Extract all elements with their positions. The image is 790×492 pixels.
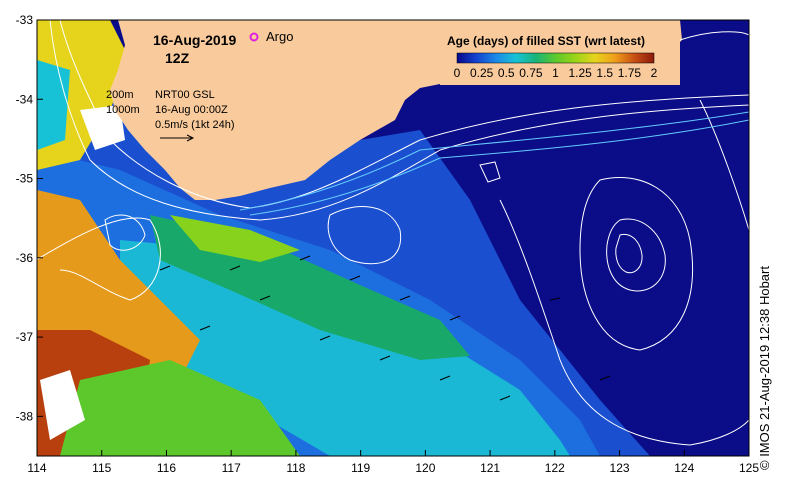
current-streamlines bbox=[239, 111, 749, 216]
contour-200m-label: 200m bbox=[106, 89, 134, 101]
contour-1000m-label: 1000m bbox=[106, 104, 140, 116]
y-tick-label: -34 bbox=[16, 92, 34, 106]
colorbar-tick-label: 1 bbox=[552, 66, 559, 80]
scale-arrow-head-icon bbox=[186, 134, 195, 142]
x-tick-label: 119 bbox=[351, 461, 370, 475]
y-tick-label: -37 bbox=[16, 330, 34, 344]
current-model-label: NRT00 GSL bbox=[155, 89, 215, 101]
colorbar-tick-label: 0.5 bbox=[498, 66, 515, 80]
colorbar-tick-label: 1.75 bbox=[618, 66, 642, 80]
date-label: 16-Aug-2019 bbox=[153, 32, 236, 48]
y-tick-label: -33 bbox=[16, 13, 34, 27]
x-tick-label: 122 bbox=[545, 461, 565, 475]
argo-label: Argo bbox=[266, 29, 293, 44]
colorbar-tick-label: 0.25 bbox=[470, 66, 494, 80]
x-tick-label: 123 bbox=[610, 461, 630, 475]
colorbar-tick-label: 1.25 bbox=[568, 66, 592, 80]
y-tick-label: -36 bbox=[16, 251, 34, 265]
coastal-green-patch bbox=[60, 360, 300, 456]
x-tick-label: 114 bbox=[27, 461, 46, 475]
colorbar-tick-label: 1.5 bbox=[596, 66, 613, 80]
current-scale-label: 0.5m/s (1kt 24h) bbox=[155, 119, 234, 131]
x-tick-label: 121 bbox=[480, 461, 500, 475]
x-tick-label: 118 bbox=[286, 461, 305, 475]
y-tick-label: -38 bbox=[16, 409, 34, 423]
colorbar-title: Age (days) of filled SST (wrt latest) bbox=[447, 34, 645, 48]
x-tick-label: 124 bbox=[674, 461, 694, 475]
x-tick-label: 116 bbox=[157, 461, 176, 475]
cyan-band bbox=[120, 240, 570, 456]
plot-frame bbox=[36, 19, 750, 457]
white-cloud-patch-2 bbox=[40, 370, 85, 440]
northwest-cyan-strip bbox=[37, 60, 70, 150]
hour-label: 12Z bbox=[165, 50, 190, 66]
x-tick-label: 115 bbox=[92, 461, 111, 475]
x-axis: 114 115 116 117 118 119 120 121 122 123 124 125 bbox=[27, 450, 759, 475]
x-tick-label: 120 bbox=[415, 461, 435, 475]
colorbar-tick-label: 2 bbox=[651, 66, 658, 80]
lime-band bbox=[170, 215, 300, 262]
current-time-label: 16-Aug 00:00Z bbox=[155, 104, 228, 116]
imos-credit: © IMOS 21-Aug-2019 12:38 Hobart bbox=[757, 266, 772, 470]
map-annotations: 16-Aug-2019 12Z Argo 200m 1000m NRT00 GS… bbox=[106, 29, 293, 142]
colorbar-tick-label: 0 bbox=[454, 66, 461, 80]
colorbar-gradient bbox=[456, 52, 655, 64]
x-tick-label: 125 bbox=[739, 461, 759, 475]
colorbar-tick-label: 0.75 bbox=[519, 66, 543, 80]
bathymetry-contours bbox=[37, 20, 749, 446]
y-axis: -33 -34 -35 -36 -37 -38 bbox=[16, 13, 43, 423]
x-tick-label: 117 bbox=[222, 461, 241, 475]
y-tick-label: -35 bbox=[16, 172, 34, 186]
current-arrows bbox=[159, 255, 611, 401]
argo-marker-icon bbox=[249, 32, 259, 42]
colorbar-ticks: 0 0.25 0.5 0.75 1 1.25 1.5 1.75 2 bbox=[454, 66, 658, 80]
white-cloud-patch-1 bbox=[80, 105, 125, 150]
